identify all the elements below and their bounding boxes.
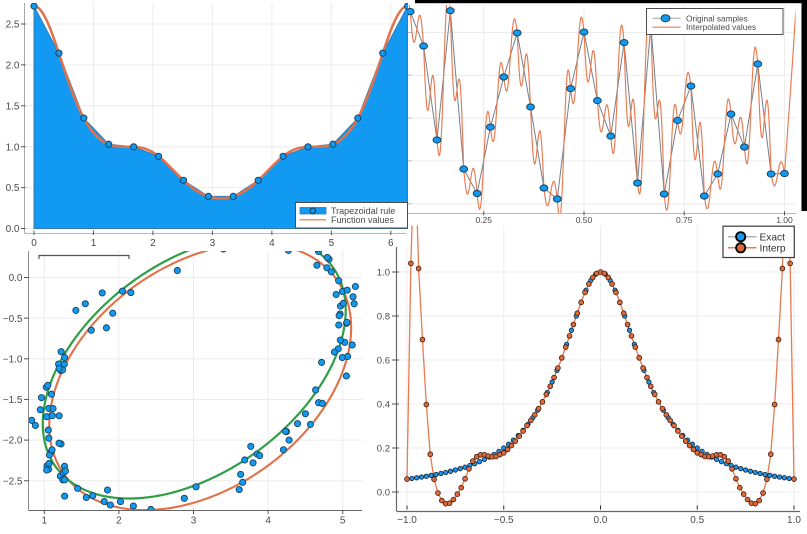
svg-text:1.0: 1.0 (6, 142, 20, 153)
svg-text:−2.0: −2.0 (3, 436, 23, 447)
svg-text:1.0: 1.0 (377, 268, 390, 279)
svg-text:Exact: Exact (760, 233, 786, 244)
svg-text:−1.0: −1.0 (397, 515, 417, 526)
svg-text:0.0: 0.0 (377, 488, 390, 499)
svg-text:0.50: 0.50 (576, 215, 593, 225)
svg-text:0.0: 0.0 (594, 515, 608, 526)
svg-text:5: 5 (340, 516, 346, 527)
svg-text:2: 2 (116, 516, 122, 527)
svg-text:−1.5: −1.5 (3, 395, 23, 406)
svg-text:3: 3 (191, 516, 197, 527)
svg-text:0.8: 0.8 (377, 312, 390, 323)
svg-text:Interpolated values: Interpolated values (686, 22, 756, 32)
svg-text:6: 6 (388, 238, 394, 249)
svg-text:−2.5: −2.5 (3, 476, 23, 487)
svg-text:1.5: 1.5 (6, 101, 20, 112)
svg-text:0.25: 0.25 (475, 215, 492, 225)
svg-text:Interp: Interp (760, 244, 786, 255)
svg-text:2.0: 2.0 (6, 61, 20, 72)
svg-text:0.6: 0.6 (377, 356, 390, 367)
svg-text:−0.5: −0.5 (3, 314, 23, 325)
svg-text:−0.5: −0.5 (494, 515, 514, 526)
svg-text:0.2: 0.2 (377, 444, 390, 455)
svg-text:1: 1 (42, 516, 48, 527)
svg-text:Function values: Function values (331, 215, 395, 225)
svg-text:0.0: 0.0 (6, 224, 20, 235)
svg-text:0.5: 0.5 (690, 515, 704, 526)
svg-text:0.0: 0.0 (9, 273, 23, 284)
svg-text:0.75: 0.75 (676, 215, 693, 225)
svg-text:4: 4 (265, 516, 271, 527)
svg-text:1.0: 1.0 (787, 515, 801, 526)
svg-text:−1.0: −1.0 (3, 354, 23, 365)
svg-text:0.4: 0.4 (377, 400, 390, 411)
svg-text:2.5: 2.5 (6, 20, 20, 31)
svg-text:0.5: 0.5 (6, 183, 20, 194)
svg-text:1.00: 1.00 (776, 215, 793, 225)
